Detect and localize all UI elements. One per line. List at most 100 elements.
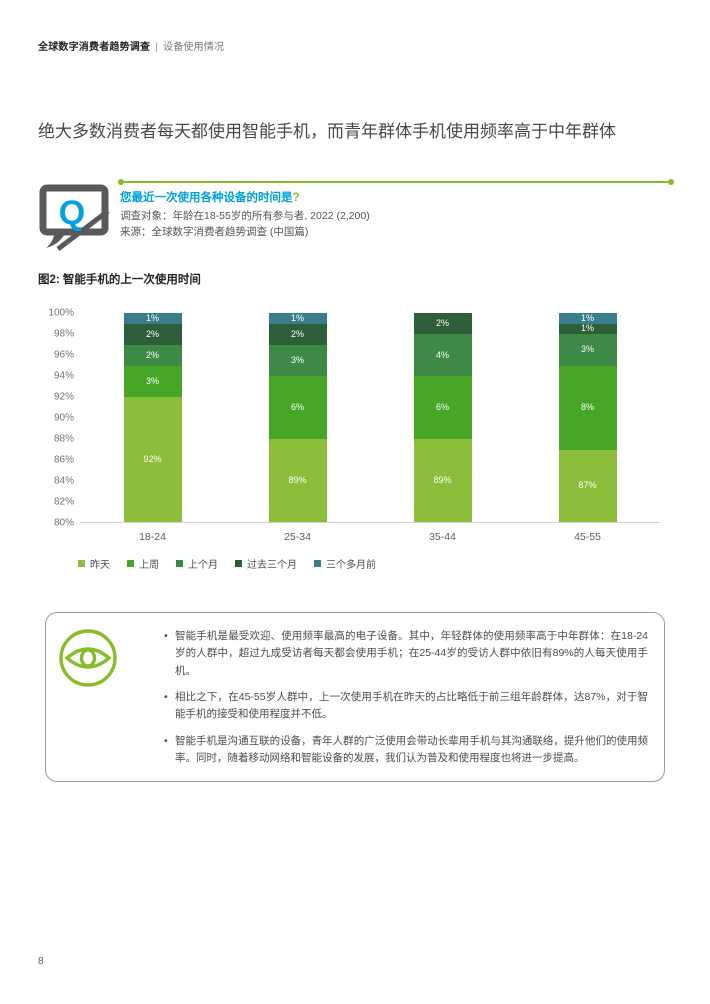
bar-segment-上个月: 3%	[558, 334, 617, 366]
bar-segment-昨天: 89%	[268, 439, 327, 522]
legend-label: 上周	[139, 560, 159, 571]
bar-segment-value: 1%	[580, 312, 594, 323]
bar-slot-18-24: 1% 2% 2% 3% 92%	[80, 313, 225, 522]
insight-bullet: • 智能手机是沟通互联的设备，青年人群的广泛使用会带动长辈用手机与其沟通联络，提升…	[164, 733, 648, 768]
question-content: 您最近一次使用各种设备的时间是? 调查对象：年龄在18-55岁的所有参与者, 2…	[118, 179, 674, 241]
bar-segment-value: 92%	[143, 454, 162, 464]
bar-segment-value: 89%	[288, 475, 307, 485]
stacked-bar-45-55: 1% 1% 3% 8% 87%	[558, 312, 617, 522]
page-number: 8	[38, 956, 44, 967]
y-tick-label: 80%	[53, 517, 74, 529]
y-tick-label: 100%	[48, 307, 74, 319]
stacked-bar-35-44: 2% 4% 6% 89%	[413, 313, 472, 522]
bar-slot-35-44: 2% 4% 6% 89%	[370, 313, 515, 522]
legend-swatch	[235, 560, 242, 567]
chart-plot-area: 1% 2% 2% 3% 92% 1% 2% 3% 6% 89% 2% 4% 6% 89% 1% 1% 3% 8% 8…	[80, 313, 660, 523]
y-tick-label: 94%	[53, 370, 74, 382]
header-divider: |	[155, 42, 159, 53]
bar-segment-上周: 8%	[558, 365, 617, 450]
page-title: 绝大多数消费者每天都使用智能手机，而青年群体手机使用频率高于中年群体	[38, 122, 616, 141]
stacked-bar-25-34: 1% 2% 3% 6% 89%	[268, 312, 327, 522]
bar-segment-value: 4%	[435, 349, 449, 360]
bar-segment-上个月: 2%	[123, 344, 182, 366]
legend-label: 昨天	[90, 560, 110, 571]
y-tick-label: 86%	[53, 454, 74, 466]
insight-bullets: • 智能手机是最受欢迎、使用频率最高的电子设备。其中，年轻群体的使用频率高于中年群…	[164, 628, 648, 767]
legend-item-上个月: 上个月	[176, 556, 218, 571]
bar-segment-value: 3%	[290, 354, 304, 365]
bar-segment-过去三个月: 2%	[268, 323, 327, 345]
bar-segment-value: 2%	[290, 328, 304, 339]
bullet-dot: •	[164, 690, 168, 703]
bar-segment-value: 2%	[145, 328, 159, 339]
bar-segment-上周: 3%	[123, 365, 182, 397]
bar-segment-value: 2%	[145, 349, 159, 360]
report-section: 设备使用情况	[163, 42, 225, 53]
insight-bullet: • 智能手机是最受欢迎、使用频率最高的电子设备。其中，年轻群体的使用频率高于中年群…	[164, 628, 648, 680]
bullet-dot: •	[164, 630, 168, 642]
legend-label: 过去三个月	[247, 560, 297, 571]
question-audience: 调查对象：年龄在18-55岁的所有参与者, 2022 (2,200)	[120, 210, 370, 222]
legend-label: 上个月	[188, 560, 218, 571]
question-speech-bubble-icon: Q	[39, 184, 110, 251]
y-tick-label: 96%	[53, 349, 74, 361]
bar-segment-昨天: 92%	[123, 397, 182, 522]
legend-label: 三个多月前	[326, 560, 376, 571]
bullet-text: 智能手机是沟通互联的设备，青年人群的广泛使用会带动长辈用手机与其沟通联络，提升他…	[175, 734, 648, 764]
figure-title: 图2: 智能手机的上一次使用时间	[38, 274, 201, 286]
x-axis-label: 18-24	[139, 531, 166, 543]
bar-segment-三个多月前: 1%	[558, 312, 617, 324]
legend-item-过去三个月: 过去三个月	[235, 556, 297, 571]
bar-slot-45-55: 1% 1% 3% 8% 87%	[515, 313, 660, 522]
bar-segment-昨天: 87%	[558, 449, 617, 522]
chart-legend: 昨天 上周 上个月 过去三个月 三个多月前	[78, 556, 376, 571]
question-source: 来源：全球数字消费者趋势调查 (中国篇)	[120, 226, 309, 239]
bar-segment-过去三个月: 2%	[413, 313, 472, 334]
x-axis-labels: 18-24 25-34 35-44 45-55	[80, 531, 660, 545]
legend-item-上周: 上周	[127, 556, 159, 571]
svg-text:Q: Q	[59, 194, 85, 232]
bullet-dot: •	[164, 734, 168, 747]
report-header: 全球数字消费者趋势调查 | 设备使用情况	[38, 38, 224, 53]
y-axis: 100% 98% 96% 94% 92% 90% 88% 86% 84% 82% 80%	[38, 308, 74, 529]
legend-swatch	[176, 560, 183, 567]
bullet-text: 智能手机是最受欢迎、使用频率最高的电子设备。其中，年轻群体的使用频率高于中年群体…	[175, 630, 648, 677]
y-tick-label: 84%	[53, 475, 74, 487]
stacked-bar-chart: 100% 98% 96% 94% 92% 90% 88% 86% 84% 82% 80% 1% 2% 2…	[38, 300, 672, 580]
insight-bullet: • 相比之下，在45-55岁人群中，上一次使用手机在昨天的占比略低于前三组年龄群体…	[164, 689, 648, 724]
bar-segment-上个月: 3%	[268, 344, 327, 376]
bar-segment-三个多月前: 1%	[123, 312, 182, 324]
bar-segment-value: 6%	[290, 402, 304, 412]
bar-segment-value: 3%	[145, 375, 159, 386]
bar-segment-过去三个月: 1%	[558, 323, 617, 334]
bar-segment-昨天: 89%	[413, 439, 472, 522]
question-text: 您最近一次使用各种设备的时间是?	[120, 192, 300, 204]
y-tick-label: 82%	[53, 496, 74, 508]
y-tick-label: 98%	[53, 328, 74, 340]
bar-segment-value: 1%	[580, 323, 594, 334]
bar-segment-过去三个月: 2%	[123, 323, 182, 345]
eye-icon	[59, 629, 117, 687]
legend-item-昨天: 昨天	[78, 556, 110, 571]
legend-swatch	[314, 560, 321, 567]
x-axis-label: 25-34	[284, 531, 311, 543]
bar-segment-上个月: 4%	[413, 334, 472, 376]
bar-segment-value: 89%	[433, 475, 452, 485]
bar-segment-value: 2%	[435, 318, 449, 328]
bar-segment-value: 1%	[290, 312, 304, 323]
bar-segment-三个多月前: 1%	[268, 312, 327, 324]
legend-swatch	[127, 560, 134, 567]
bar-segment-value: 1%	[145, 312, 159, 323]
question-mark: ?	[292, 192, 300, 204]
bar-slot-25-34: 1% 2% 3% 6% 89%	[225, 313, 370, 522]
bar-segment-value: 6%	[435, 402, 449, 412]
legend-swatch	[78, 560, 85, 567]
stacked-bar-18-24: 1% 2% 2% 3% 92%	[123, 312, 182, 522]
legend-item-三个多月前: 三个多月前	[314, 556, 376, 571]
y-tick-label: 88%	[53, 433, 74, 445]
bar-segment-上周: 6%	[413, 376, 472, 439]
bar-segment-value: 3%	[580, 344, 594, 355]
bullet-text: 相比之下，在45-55岁人群中，上一次使用手机在昨天的占比略低于前三组年龄群体，…	[175, 690, 648, 721]
y-tick-label: 90%	[53, 412, 74, 424]
x-axis-label: 45-55	[574, 531, 601, 543]
